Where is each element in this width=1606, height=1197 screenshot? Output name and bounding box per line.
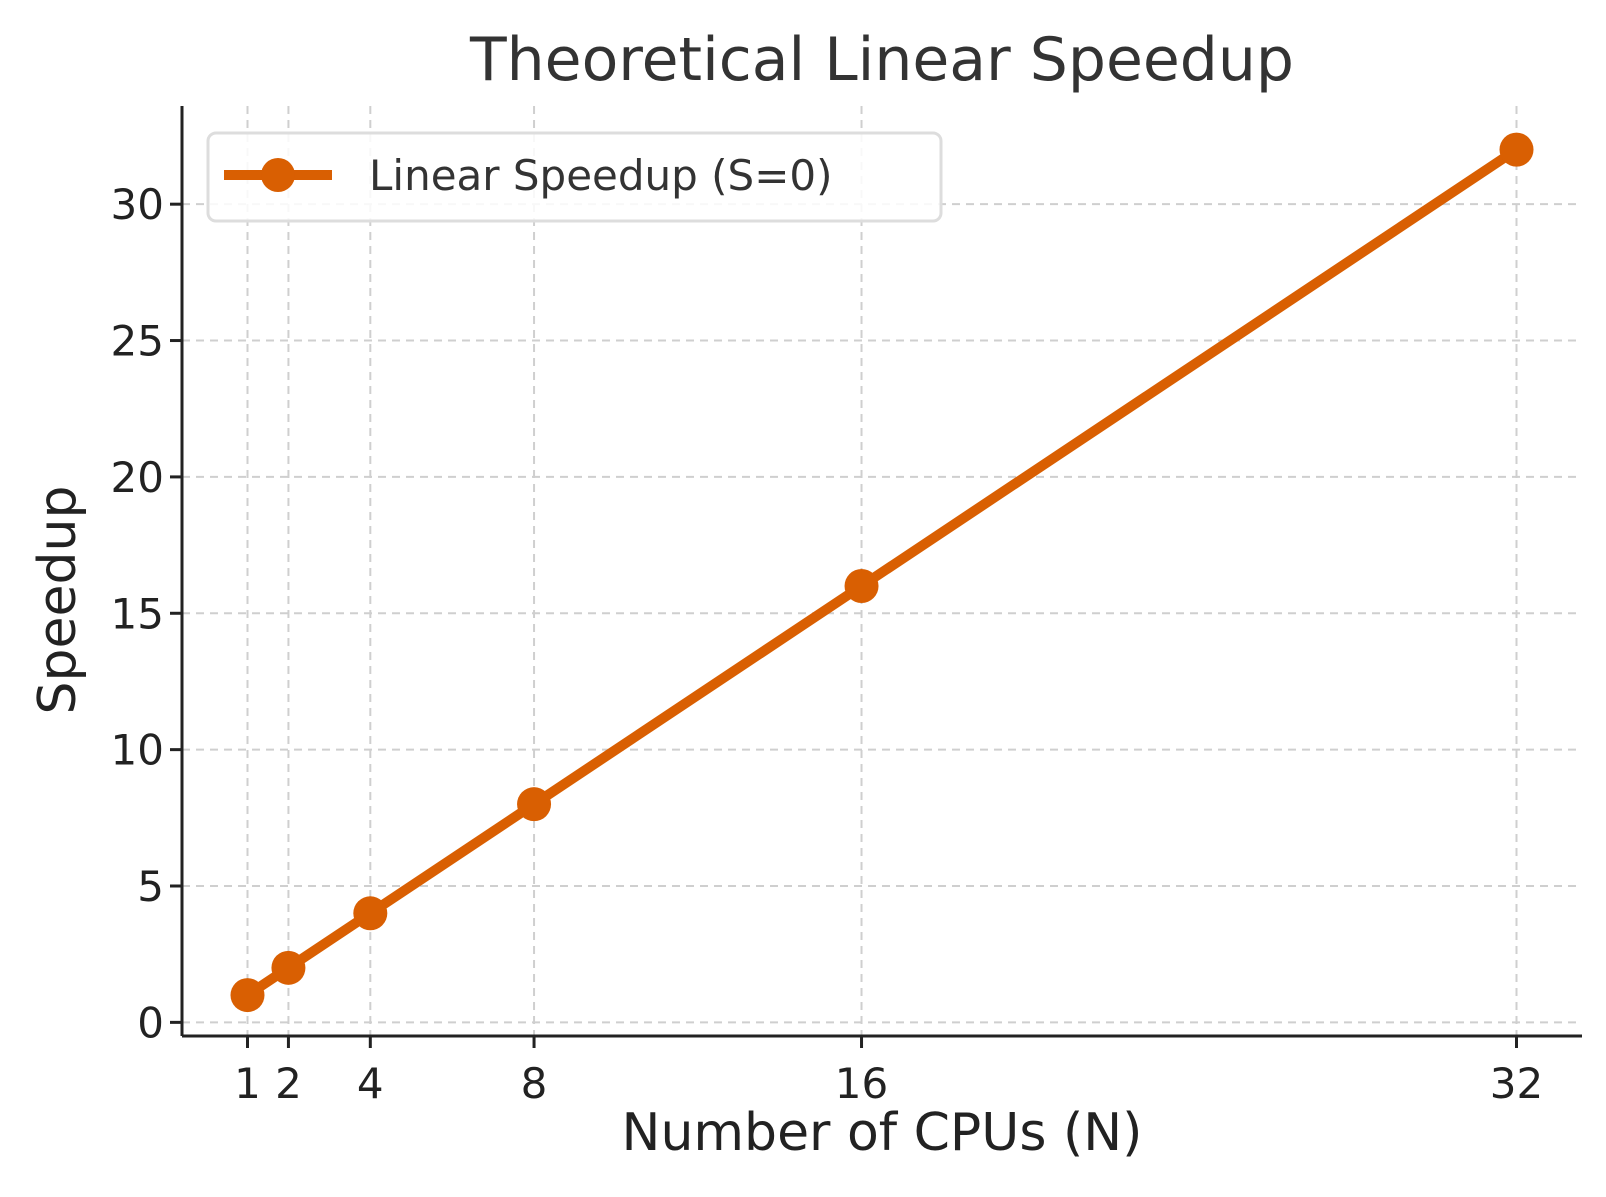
x-tick-label: 16 bbox=[835, 1059, 888, 1108]
y-axis-label: Speedup bbox=[28, 486, 88, 715]
series bbox=[230, 133, 1533, 1012]
legend: Linear Speedup (S=0) bbox=[208, 133, 941, 221]
data-point bbox=[845, 569, 879, 603]
x-tick-label: 4 bbox=[357, 1059, 384, 1108]
data-point bbox=[1500, 133, 1534, 167]
x-tick-label: 32 bbox=[1490, 1059, 1543, 1108]
x-tick-label: 8 bbox=[521, 1059, 548, 1108]
chart-title: Theoretical Linear Speedup bbox=[469, 25, 1294, 95]
data-point bbox=[353, 896, 387, 930]
tick-labels: 1 2 4 8 16 32 0 5 10 15 20 25 30 bbox=[111, 180, 1544, 1108]
y-tick-label: 10 bbox=[111, 726, 164, 775]
y-tick-label: 20 bbox=[111, 453, 164, 502]
x-axis-label: Number of CPUs (N) bbox=[622, 1103, 1143, 1163]
x-tick-label: 2 bbox=[275, 1059, 302, 1108]
data-point bbox=[230, 978, 264, 1012]
y-tick-label: 30 bbox=[111, 180, 164, 229]
legend-marker-swatch bbox=[261, 158, 295, 192]
y-tick-label: 15 bbox=[111, 589, 164, 638]
data-point bbox=[271, 951, 305, 985]
y-tick-label: 5 bbox=[137, 862, 164, 911]
y-tick-label: 25 bbox=[111, 317, 164, 366]
y-tick-label: 0 bbox=[137, 998, 164, 1047]
x-tick-label: 1 bbox=[234, 1059, 261, 1108]
data-point bbox=[517, 787, 551, 821]
series-line bbox=[247, 150, 1516, 995]
legend-label: Linear Speedup (S=0) bbox=[369, 151, 833, 200]
